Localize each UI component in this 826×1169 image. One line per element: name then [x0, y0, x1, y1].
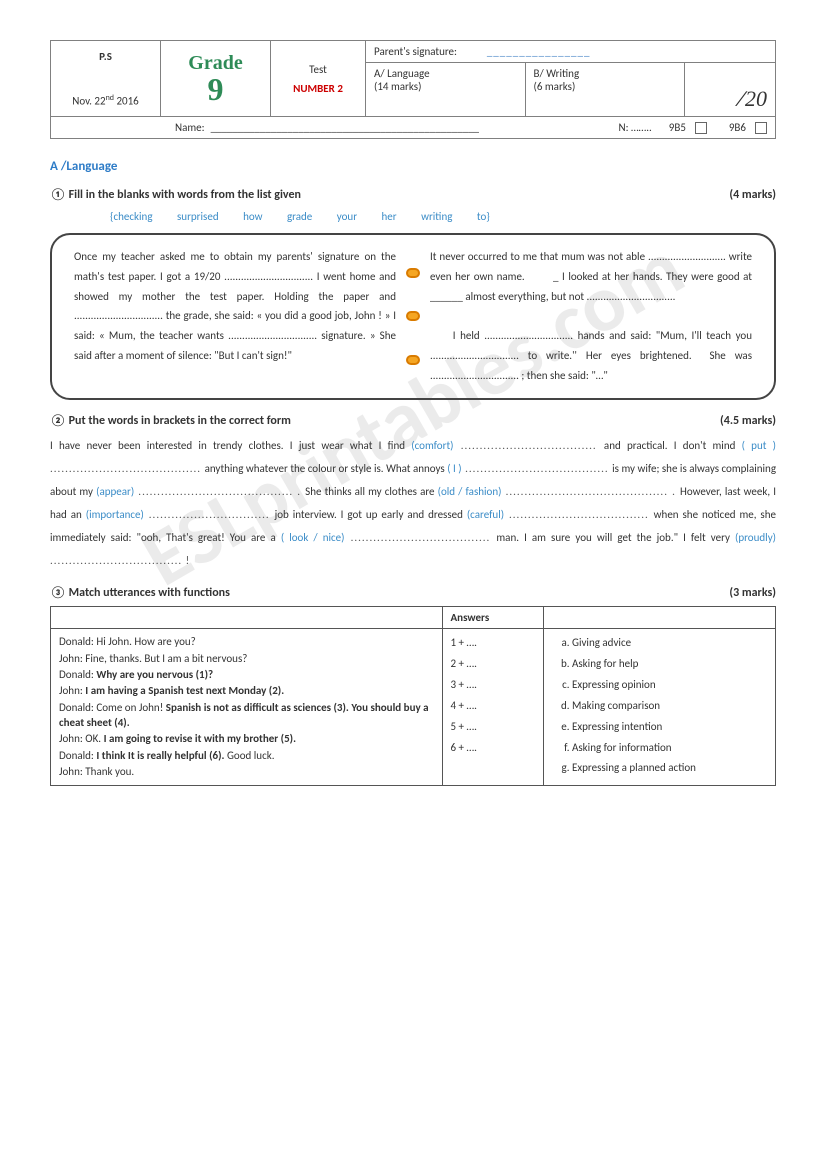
col-ps: P.S Nov. 22nd 2016 [51, 41, 161, 116]
functions-cell: Giving adviceAsking for helpExpressing o… [544, 629, 776, 786]
ring-icon [406, 268, 420, 278]
ps-label: P.S [99, 50, 112, 63]
score-total: ⁄20 [685, 63, 775, 116]
q2-marks: (4.5 marks) [720, 414, 776, 428]
answer-slot[interactable]: 6 + …. [451, 738, 536, 759]
parent-signature-row: Parent's signature: ________________ [366, 41, 775, 63]
answer-slot[interactable]: 4 + …. [451, 696, 536, 717]
dialog-line: John: OK. I am going to revise it with m… [59, 731, 434, 746]
checkbox-9b6[interactable] [755, 122, 767, 134]
dialog-line: John: Thank you. [59, 764, 434, 779]
q1-marks: (4 marks) [729, 188, 776, 202]
function-option: Expressing opinion [572, 675, 767, 696]
header-box: P.S Nov. 22nd 2016 Grade 9 Test NUMBER 2… [50, 40, 776, 139]
answer-slot[interactable]: 5 + …. [451, 717, 536, 738]
answer-slot[interactable]: 3 + …. [451, 675, 536, 696]
test-number: NUMBER 2 [293, 82, 343, 95]
word-bank: {checking surprised how grade your her w… [110, 210, 756, 223]
test-label: Test [309, 63, 327, 76]
writing-marks-cell: B/ Writing (6 marks) [526, 63, 686, 116]
answer-slot[interactable]: 2 + …. [451, 654, 536, 675]
lang-marks-cell: A/ Language (14 marks) [366, 63, 526, 116]
q2-paragraph[interactable]: I have never been interested in trendy c… [50, 434, 776, 573]
function-option: Asking for help [572, 654, 767, 675]
function-option: Expressing intention [572, 717, 767, 738]
dialog-line: John: Fine, thanks. But I am a bit nervo… [59, 651, 434, 666]
grade-logo: Grade 9 [188, 53, 242, 105]
q3-marks: (3 marks) [729, 586, 776, 600]
dialog-cell: Donald: Hi John. How are you? John: Fine,… [51, 629, 443, 786]
dialog-line: Donald: Hi John. How are you? [59, 634, 434, 649]
col-grade: Grade 9 [161, 41, 271, 116]
notebook: Once my teacher asked me to obtain my pa… [50, 233, 776, 400]
signature-line[interactable]: ________________ [487, 45, 591, 58]
answer-slot[interactable]: 1 + …. [451, 633, 536, 654]
nb-right-page[interactable]: It never occurred to me that mum was not… [422, 245, 760, 388]
dialog-line: John: I am having a Spanish test next Mo… [59, 683, 434, 698]
section-a-title: A /Language [50, 159, 776, 174]
dialog-line: Donald: Why are you nervous (1)? [59, 667, 434, 682]
q1-header: ① Fill in the blanks with words from the… [50, 188, 776, 202]
n-label[interactable]: N: …….. [619, 121, 652, 134]
checkbox-9b5[interactable] [695, 122, 707, 134]
answers-cell[interactable]: 1 + ….2 + ….3 + ….4 + ….5 + ….6 + …. [442, 629, 544, 786]
ring-icon [406, 311, 420, 321]
q3-table: Answers Donald: Hi John. How are you? Joh… [50, 606, 776, 786]
function-option: Expressing a planned action [572, 758, 767, 779]
function-option: Making comparison [572, 696, 767, 717]
name-field[interactable]: ________________________________________… [211, 121, 479, 134]
col-right: Parent's signature: ________________ A/ … [366, 41, 775, 116]
function-option: Asking for information [572, 738, 767, 759]
date: Nov. 22nd 2016 [72, 93, 139, 108]
ring-icon [406, 355, 420, 365]
name-row: Name: __________________________________… [51, 116, 775, 138]
answers-header: Answers [442, 607, 544, 629]
dialog-line: Donald: Come on John! Spanish is not as … [59, 700, 434, 731]
nb-spine [404, 245, 422, 388]
q2-header: ② Put the words in brackets in the corre… [50, 414, 776, 428]
nb-left-page[interactable]: Once my teacher asked me to obtain my pa… [66, 245, 404, 388]
function-option: Giving advice [572, 633, 767, 654]
col-test: Test NUMBER 2 [271, 41, 366, 116]
q3-header: ③ Match utterances with functions (3 mar… [50, 586, 776, 600]
dialog-line: Donald: I think It is really helpful (6)… [59, 748, 434, 763]
